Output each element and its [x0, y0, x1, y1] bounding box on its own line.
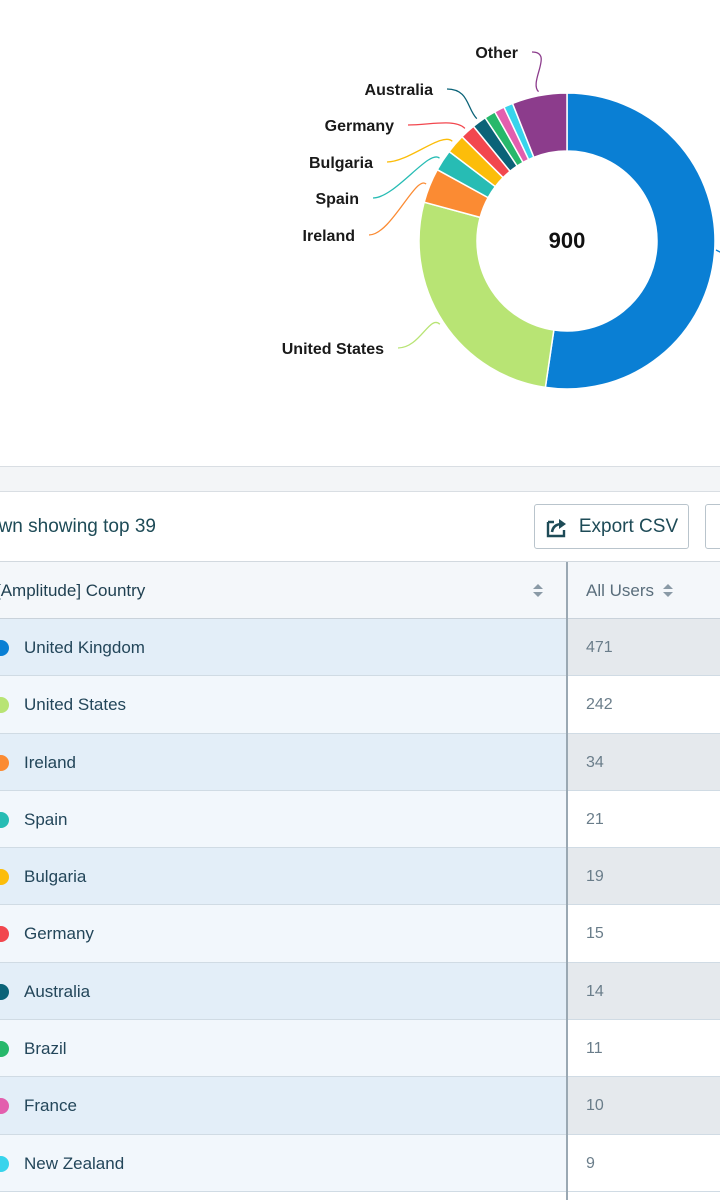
column-header-all-users[interactable]: All Users [586, 581, 655, 600]
user-count-cell: 242 [568, 676, 720, 733]
series-color-dot [0, 697, 9, 714]
column-header-country[interactable]: [Amplitude] Country [0, 581, 146, 600]
series-color-dot [0, 869, 9, 886]
user-count-cell: 15 [568, 905, 720, 962]
table-row[interactable]: Brazil 11 [0, 1020, 720, 1078]
slice-label-germany: Germany [325, 118, 394, 135]
table-row[interactable]: Bulgaria 19 [0, 848, 720, 906]
country-name: Bulgaria [24, 867, 87, 887]
country-cell: Germany [0, 905, 566, 962]
table-row[interactable]: New Zealand 9 [0, 1134, 720, 1192]
user-count: 471 [586, 639, 613, 656]
country-cell: United Kingdom [0, 619, 566, 676]
user-count: 9 [586, 1154, 595, 1172]
table-body: United Kingdom 471 United States 242 Ireland… [0, 619, 720, 1192]
table-toolbar: own showing top 39 Export CSV [0, 492, 720, 562]
country-cell: United States [0, 676, 566, 733]
donut-slice-united-kingdom[interactable] [544, 92, 716, 390]
more-options-button[interactable] [705, 504, 720, 549]
series-color-dot [0, 983, 9, 1000]
column-divider[interactable] [566, 562, 568, 1200]
slice-label-bulgaria: Bulgaria [309, 155, 373, 172]
leader-line-spain [372, 156, 440, 199]
country-name: Spain [24, 809, 68, 829]
export-icon [546, 518, 566, 537]
table-row[interactable]: United Kingdom 471 [0, 619, 720, 677]
leader-line-united-kingdom [715, 249, 720, 253]
donut-chart: Other Australia Germany Bulgaria Spain Irelan… [282, 45, 720, 390]
export-csv-button[interactable]: Export CSV [534, 504, 689, 549]
table-header: [Amplitude] Country All Users [0, 562, 720, 619]
breakdown-caption: own showing top 39 [0, 516, 156, 537]
country-cell: Brazil [0, 1020, 566, 1077]
sort-users-icon[interactable] [663, 584, 673, 598]
user-count: 21 [586, 810, 604, 828]
user-count: 14 [586, 982, 604, 1000]
country-name: France [24, 1096, 77, 1116]
user-count-cell: 471 [568, 619, 720, 676]
country-cell: Spain [0, 790, 566, 848]
series-color-dot [0, 926, 9, 943]
user-count-cell: 21 [568, 790, 720, 848]
table-row[interactable]: Ireland 34 [0, 733, 720, 791]
table-row[interactable]: France 10 [0, 1077, 720, 1135]
user-count: 11 [586, 1040, 603, 1058]
user-count: 34 [586, 753, 604, 771]
country-cell: France [0, 1077, 566, 1134]
export-csv-label: Export CSV [578, 515, 679, 537]
donut-slice-other[interactable] [511, 92, 568, 159]
slice-label-australia: Australia [365, 82, 434, 99]
leader-line-germany [407, 122, 466, 129]
leader-line-other [531, 51, 542, 93]
country-name: New Zealand [24, 1153, 125, 1173]
slice-label-ireland: Ireland [303, 228, 355, 245]
country-cell: Ireland [0, 733, 566, 790]
table-row[interactable]: Germany 15 [0, 905, 720, 963]
leader-line-united-states [397, 321, 441, 349]
user-count: 10 [586, 1097, 604, 1115]
user-count: 242 [586, 696, 613, 714]
country-name: Germany [24, 924, 94, 944]
user-count: 19 [586, 868, 604, 886]
user-count-cell: 11 [568, 1020, 720, 1077]
table-row[interactable]: Australia 14 [0, 962, 720, 1021]
donut-slice-united-states[interactable] [418, 201, 555, 389]
leader-line-australia [446, 88, 478, 120]
country-name: United States [24, 695, 127, 715]
donut-chart-panel: Other Australia Germany Bulgaria Spain Irelan… [0, 0, 720, 466]
series-color-dot [0, 1098, 9, 1115]
leader-line-ireland [368, 182, 427, 236]
table-row[interactable]: United States 242 [0, 676, 720, 734]
country-name: United Kingdom [24, 638, 145, 657]
user-count: 15 [586, 925, 604, 943]
user-count-cell: 34 [568, 733, 720, 790]
section-divider [0, 466, 720, 492]
series-color-dot [0, 754, 9, 771]
user-count-cell: 14 [568, 962, 720, 1020]
series-color-dot [0, 640, 9, 656]
user-count-cell: 10 [568, 1077, 720, 1134]
series-color-dot [0, 1041, 9, 1058]
user-count-cell: 9 [568, 1134, 720, 1191]
country-name: Australia [24, 981, 91, 1001]
series-color-dot [0, 1155, 9, 1172]
donut-total-value: 900 [549, 228, 586, 253]
sort-country-icon[interactable] [533, 584, 543, 598]
country-cell: New Zealand [0, 1134, 566, 1191]
country-cell: Bulgaria [0, 848, 566, 905]
country-name: Ireland [24, 752, 76, 772]
country-cell: Australia [0, 962, 566, 1020]
slice-label-spain: Spain [315, 191, 359, 208]
country-name: Brazil [24, 1039, 67, 1059]
leader-line-bulgaria [386, 138, 453, 163]
table-row[interactable]: Spain 21 [0, 790, 720, 849]
slice-label-united-states: United States [282, 341, 384, 358]
slice-label-other: Other [475, 45, 518, 62]
user-count-cell: 19 [568, 848, 720, 905]
series-color-dot [0, 811, 9, 828]
